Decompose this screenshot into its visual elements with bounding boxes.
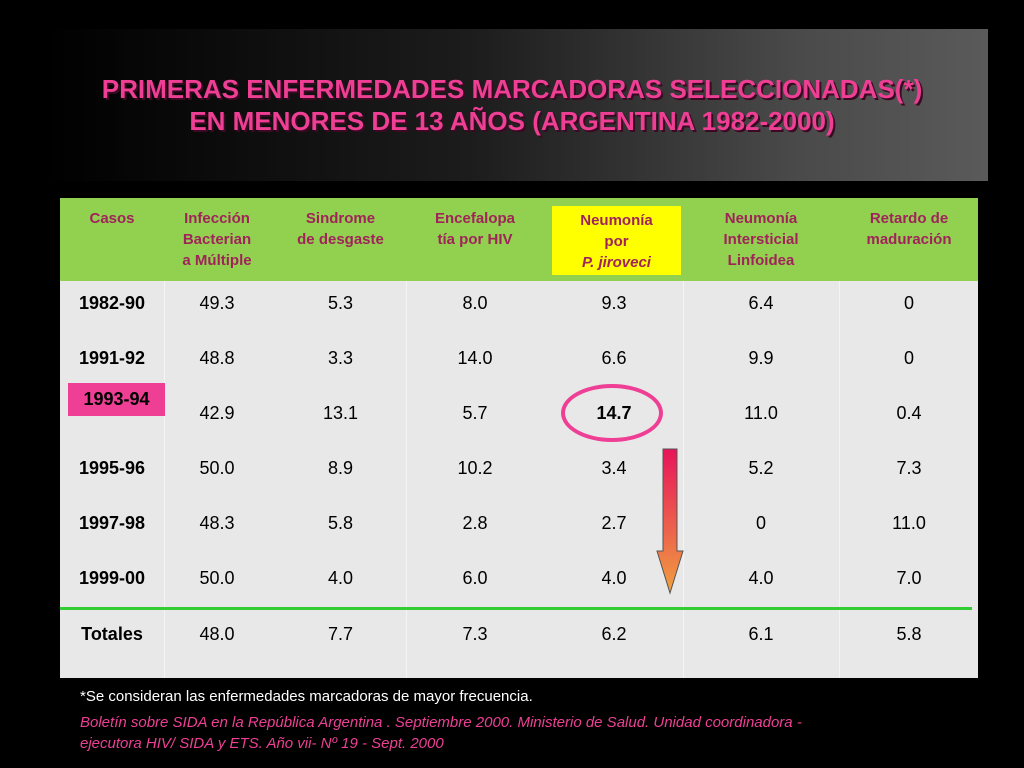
header-encefalopatia: Encefalopa tía por HIV (434, 210, 516, 248)
value-cell: 50.0 (199, 568, 235, 588)
header-neumonia-jiroveci: Neumonía por P. jiroveci (552, 206, 681, 275)
totals-label: Totales (81, 624, 143, 644)
source-citation: Boletín sobre SIDA en la República Argen… (80, 712, 980, 754)
table-row: 1999-00 50.0 4.0 6.0 4.0 4.0 7.0 (60, 551, 978, 606)
header-sindrome-desgaste: Sindrome de desgaste (297, 210, 384, 248)
header-casos: Casos (89, 210, 135, 227)
header-neumonia-intersticial: Neumonía Intersticial Linfoidea (723, 210, 799, 269)
value-cell: 3.3 (327, 348, 354, 368)
value-cell: 50.0 (199, 458, 235, 478)
year-cell: 1999-00 (78, 568, 146, 588)
value-cell: 0 (903, 293, 914, 313)
value-cell: 48.8 (199, 348, 235, 368)
value-cell: 6.0 (462, 568, 488, 588)
value-cell: 11.0 (892, 513, 926, 533)
total-cell: 6.2 (601, 624, 627, 644)
year-cell: 1991-92 (78, 348, 146, 368)
value-cell: 8.9 (327, 458, 354, 478)
value-cell: 42.9 (199, 403, 235, 423)
column-divider (164, 281, 165, 678)
value-cell: 7.3 (896, 458, 922, 478)
value-cell: 5.7 (462, 403, 488, 423)
header-infeccion-bacteriana: Infección Bacterian a Múltiple (182, 210, 252, 269)
title-line-1: PRIMERAS ENFERMEDADES MARCADORAS SELECCI… (101, 74, 923, 104)
value-cell: 0.4 (896, 403, 922, 423)
highlight-ellipse-icon (561, 384, 663, 442)
total-cell: 7.7 (327, 624, 354, 644)
table-row: 1997-98 48.3 5.8 2.8 2.7 0 11.0 (60, 496, 978, 551)
year-cell: 1982-90 (78, 293, 146, 313)
value-cell: 3.4 (601, 458, 627, 478)
table-row: 1995-96 50.0 8.9 10.2 3.4 5.2 7.3 (60, 441, 978, 496)
value-cell: 7.0 (896, 568, 922, 588)
value-cell: 2.8 (462, 513, 488, 533)
value-cell: 5.2 (748, 458, 774, 478)
value-cell: 14.0 (457, 348, 493, 368)
slide-title: PRIMERAS ENFERMEDADES MARCADORAS SELECCI… (0, 73, 1024, 137)
source-line-1: Boletín sobre SIDA en la República Argen… (80, 714, 802, 731)
total-cell: 48.0 (199, 624, 235, 644)
total-cell: 6.1 (748, 624, 774, 644)
value-cell: 6.6 (601, 348, 627, 368)
total-cell: 7.3 (462, 624, 488, 644)
year-cell: 1995-96 (78, 458, 146, 478)
down-arrow-icon (656, 448, 684, 595)
value-cell: 13.1 (322, 403, 359, 423)
table-header-row: Casos Infección Bacterian a Múltiple Sin… (60, 198, 978, 281)
value-cell: 8.0 (462, 293, 488, 313)
title-banner (44, 29, 988, 181)
value-cell: 0 (755, 513, 766, 533)
value-cell: 0 (903, 348, 914, 368)
header-retardo-maduracion: Retardo de maduración (866, 210, 952, 248)
value-cell: 2.7 (601, 513, 627, 533)
value-cell: 4.0 (748, 568, 774, 588)
source-line-2: ejecutora HIV/ SIDA y ETS. Año vii- Nº 1… (80, 735, 444, 752)
value-cell: 4.0 (327, 568, 354, 588)
highlighted-year-cell: 1993-94 (68, 383, 165, 416)
value-cell: 6.4 (748, 293, 774, 313)
value-cell: 10.2 (457, 458, 493, 478)
value-cell: 9.9 (748, 348, 774, 368)
value-cell: 11.0 (744, 403, 778, 423)
totals-row: Totales 48.0 7.7 7.3 6.2 6.1 5.8 (60, 607, 978, 662)
value-cell: 5.8 (327, 513, 354, 533)
table-row: 1993-94 42.9 13.1 5.7 14.7 11.0 0.4 (60, 383, 978, 441)
total-cell: 5.8 (896, 624, 922, 644)
table-row: 1991-92 48.8 3.3 14.0 6.6 9.9 0 (60, 331, 978, 386)
value-cell: 49.3 (199, 293, 235, 313)
column-divider (683, 281, 684, 678)
totals-separator-line (60, 607, 972, 610)
column-divider (839, 281, 840, 678)
value-cell: 48.3 (199, 513, 235, 533)
title-line-2: EN MENORES DE 13 AÑOS (ARGENTINA 1982-20… (189, 106, 835, 136)
column-divider (406, 281, 407, 678)
value-cell: 4.0 (601, 568, 627, 588)
year-cell: 1997-98 (78, 513, 146, 533)
footnote: *Se consideran las enfermedades marcador… (80, 688, 533, 705)
value-cell: 9.3 (601, 293, 627, 313)
value-cell: 5.3 (327, 293, 354, 313)
table-row: 1982-90 49.3 5.3 8.0 9.3 6.4 0 (60, 276, 978, 331)
data-table: Casos Infección Bacterian a Múltiple Sin… (60, 198, 978, 678)
